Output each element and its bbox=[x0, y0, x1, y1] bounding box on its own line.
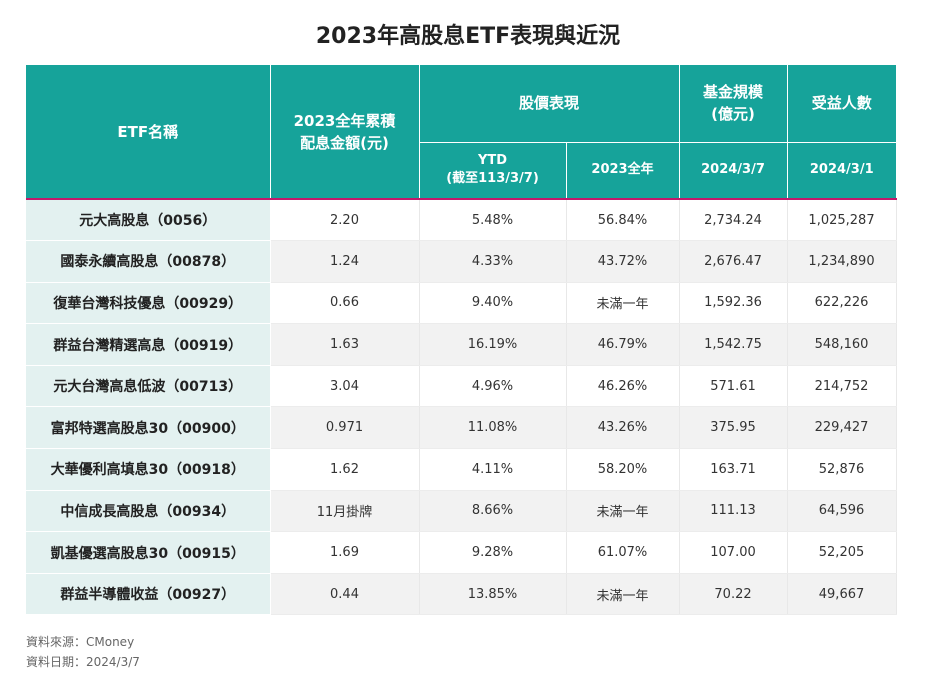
dividend-cell: 3.04 bbox=[270, 365, 420, 408]
full-year-cell: 61.07% bbox=[566, 531, 680, 574]
page-title: 2023年高股息ETF表現與近況 bbox=[315, 24, 621, 49]
ytd-cell: 4.33% bbox=[419, 240, 567, 283]
table-row: 群益台灣精選高息（00919） 1.63 16.19% 46.79% 1,542… bbox=[26, 323, 897, 366]
etf-name-cell: 復華台灣科技優息（00929） bbox=[26, 282, 271, 325]
header-fund-line1: 基金規模 bbox=[703, 83, 764, 102]
header-dividend-line2: 配息金額(元) bbox=[300, 133, 389, 152]
table-row: 群益半導體收益（00927） 0.44 13.85% 未滿一年 70.22 49… bbox=[26, 573, 897, 616]
fund-size-cell: 2,676.47 bbox=[679, 240, 788, 283]
header-dividend: 2023全年累積 配息金額(元) bbox=[270, 65, 420, 200]
holders-cell: 622,226 bbox=[787, 282, 897, 325]
data-source: 資料來源：CMoney bbox=[26, 635, 135, 649]
fund-size-cell: 571.61 bbox=[679, 365, 788, 408]
dividend-cell: 11月掛牌 bbox=[270, 490, 420, 533]
table-row: 國泰永續高股息（00878） 1.24 4.33% 43.72% 2,676.4… bbox=[26, 240, 897, 283]
table-row: 復華台灣科技優息（00929） 0.66 9.40% 未滿一年 1,592.36… bbox=[26, 282, 897, 325]
holders-cell: 52,205 bbox=[787, 531, 897, 574]
fund-size-cell: 163.71 bbox=[679, 448, 788, 491]
header-fund-size: 基金規模 (億元) bbox=[679, 65, 788, 143]
dividend-cell: 0.44 bbox=[270, 573, 420, 616]
holders-cell: 548,160 bbox=[787, 323, 897, 366]
ytd-cell: 5.48% bbox=[419, 199, 567, 242]
fund-size-cell: 70.22 bbox=[679, 573, 788, 616]
dividend-cell: 0.66 bbox=[270, 282, 420, 325]
holders-cell: 64,596 bbox=[787, 490, 897, 533]
full-year-cell: 56.84% bbox=[566, 199, 680, 242]
table-row: 元大高股息（0056） 2.20 5.48% 56.84% 2,734.24 1… bbox=[26, 199, 897, 242]
table-row: 凱基優選高股息30（00915） 1.69 9.28% 61.07% 107.0… bbox=[26, 531, 897, 574]
table-row: 大華優利高填息30（00918） 1.62 4.11% 58.20% 163.7… bbox=[26, 448, 897, 491]
data-date: 資料日期：2024/3/7 bbox=[26, 655, 140, 669]
full-year-cell: 58.20% bbox=[566, 448, 680, 491]
ytd-cell: 11.08% bbox=[419, 406, 567, 450]
etf-name-cell: 群益半導體收益（00927） bbox=[26, 573, 271, 616]
header-holders-date: 2024/3/1 bbox=[787, 142, 897, 200]
table-row: 元大台灣高息低波（00713） 3.04 4.96% 46.26% 571.61… bbox=[26, 365, 897, 408]
ytd-cell: 13.85% bbox=[419, 573, 567, 616]
fund-size-cell: 1,592.36 bbox=[679, 282, 788, 325]
ytd-cell: 4.96% bbox=[419, 365, 567, 408]
full-year-cell: 46.26% bbox=[566, 365, 680, 408]
full-year-cell: 未滿一年 bbox=[566, 282, 680, 325]
ytd-cell: 8.66% bbox=[419, 490, 567, 533]
fund-size-cell: 111.13 bbox=[679, 490, 788, 533]
holders-cell: 214,752 bbox=[787, 365, 897, 408]
full-year-cell: 43.26% bbox=[566, 406, 680, 450]
holders-cell: 49,667 bbox=[787, 573, 897, 616]
etf-name-cell: 群益台灣精選高息（00919） bbox=[26, 323, 271, 366]
etf-name-cell: 凱基優選高股息30（00915） bbox=[26, 531, 271, 574]
dividend-cell: 1.24 bbox=[270, 240, 420, 283]
etf-name-cell: 富邦特選高股息30（00900） bbox=[26, 406, 271, 450]
dividend-cell: 2.20 bbox=[270, 199, 420, 242]
header-ytd-line1: YTD bbox=[477, 153, 508, 169]
etf-name-cell: 國泰永續高股息（00878） bbox=[26, 240, 271, 283]
fund-size-cell: 375.95 bbox=[679, 406, 788, 450]
header-etf-name: ETF名稱 bbox=[26, 65, 271, 200]
fund-size-cell: 107.00 bbox=[679, 531, 788, 574]
etf-name-cell: 大華優利高填息30（00918） bbox=[26, 448, 271, 491]
holders-cell: 1,025,287 bbox=[787, 199, 897, 242]
header-fund-date: 2024/3/7 bbox=[679, 142, 788, 200]
dividend-cell: 0.971 bbox=[270, 406, 420, 450]
header-dividend-line1: 2023全年累積 bbox=[293, 111, 396, 130]
footer-notes: 資料來源：CMoney 資料日期：2024/3/7 bbox=[26, 632, 140, 672]
holders-cell: 229,427 bbox=[787, 406, 897, 450]
etf-name-cell: 元大高股息（0056） bbox=[26, 199, 271, 242]
dividend-cell: 1.62 bbox=[270, 448, 420, 491]
ytd-cell: 9.40% bbox=[419, 282, 567, 325]
etf-name-cell: 元大台灣高息低波（00713） bbox=[26, 365, 271, 408]
ytd-cell: 16.19% bbox=[419, 323, 567, 366]
holders-cell: 1,234,890 bbox=[787, 240, 897, 283]
ytd-cell: 9.28% bbox=[419, 531, 567, 574]
holders-cell: 52,876 bbox=[787, 448, 897, 491]
dividend-cell: 1.69 bbox=[270, 531, 420, 574]
etf-name-cell: 中信成長高股息（00934） bbox=[26, 490, 271, 533]
full-year-cell: 43.72% bbox=[566, 240, 680, 283]
header-ytd: YTD (截至113/3/7) bbox=[419, 142, 567, 200]
etf-table: ETF名稱 2023全年累積 配息金額(元) 股價表現 基金規模 (億元) 受益… bbox=[26, 65, 897, 616]
header-fund-line2: (億元) bbox=[711, 105, 755, 124]
table-row: 富邦特選高股息30（00900） 0.971 11.08% 43.26% 375… bbox=[26, 406, 897, 450]
full-year-cell: 未滿一年 bbox=[566, 573, 680, 616]
header-full-year: 2023全年 bbox=[566, 142, 680, 200]
dividend-cell: 1.63 bbox=[270, 323, 420, 366]
fund-size-cell: 1,542.75 bbox=[679, 323, 788, 366]
full-year-cell: 46.79% bbox=[566, 323, 680, 366]
header-price-performance: 股價表現 bbox=[419, 65, 680, 143]
fund-size-cell: 2,734.24 bbox=[679, 199, 788, 242]
header-holders: 受益人數 bbox=[787, 65, 897, 143]
header-ytd-line2: (截至113/3/7) bbox=[446, 171, 539, 187]
table-row: 中信成長高股息（00934） 11月掛牌 8.66% 未滿一年 111.13 6… bbox=[26, 490, 897, 533]
full-year-cell: 未滿一年 bbox=[566, 490, 680, 533]
ytd-cell: 4.11% bbox=[419, 448, 567, 491]
